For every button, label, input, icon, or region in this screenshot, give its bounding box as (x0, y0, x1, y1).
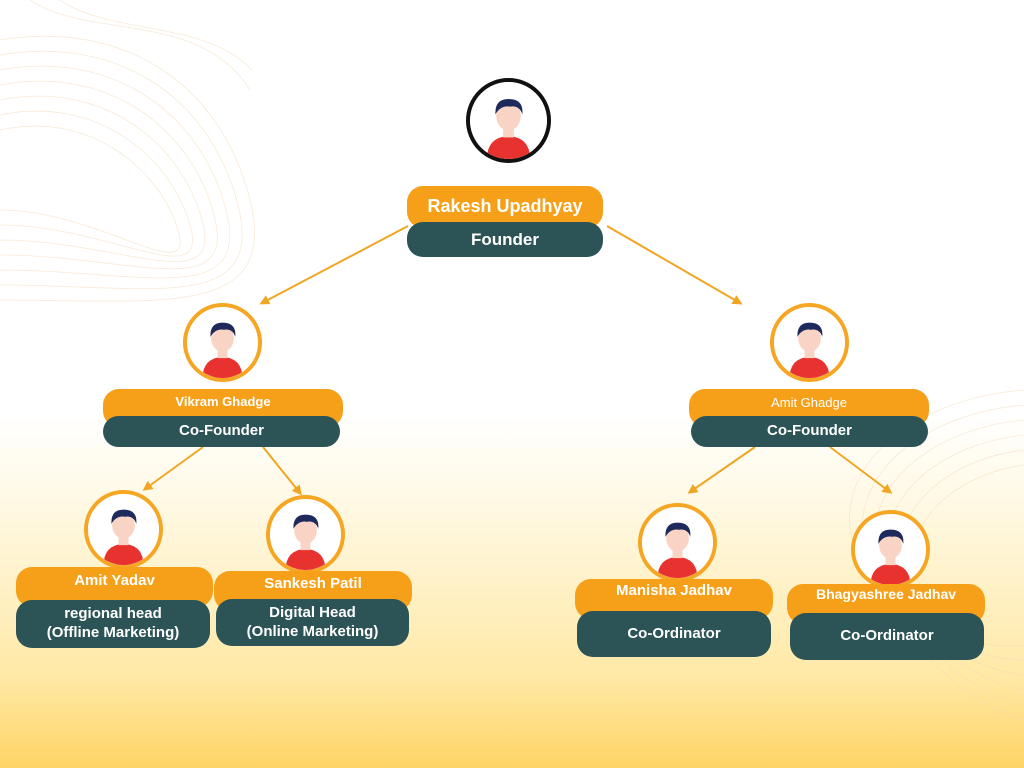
person-avatar-icon (638, 503, 717, 582)
person-avatar-icon (770, 303, 849, 382)
person-avatar-icon (851, 510, 930, 589)
cofounder-left-role: Co-Founder (103, 416, 340, 447)
person-avatar-icon (266, 495, 345, 574)
person-avatar-icon (466, 78, 551, 163)
manisha-jadhav-role: Co-Ordinator (577, 611, 771, 657)
arrow-icon (687, 446, 756, 494)
sankesh-patil-role-line2: (Online Marketing) (246, 622, 379, 640)
arrow-icon (142, 446, 204, 491)
amit-yadav-role-line1: regional head (64, 605, 162, 623)
arrow-icon (262, 446, 302, 496)
person-avatar-icon (84, 490, 163, 569)
sankesh-patil-role: Digital Head (Online Marketing) (216, 599, 409, 646)
founder-name: Rakesh Upadhyay (407, 186, 603, 228)
arrow-icon (829, 446, 893, 494)
amit-yadav-role-line2: (Offline Marketing) (46, 624, 180, 641)
arrow-icon (259, 225, 409, 305)
sankesh-patil-role-line1: Digital Head (269, 603, 356, 621)
person-avatar-icon (183, 303, 262, 382)
arrow-icon (606, 225, 743, 305)
amit-yadav-role: regional head (Offline Marketing) (16, 600, 210, 648)
founder-role: Founder (407, 222, 603, 257)
cofounder-right-role: Co-Founder (691, 416, 928, 447)
bhagyashree-jadhav-role: Co-Ordinator (790, 613, 984, 660)
